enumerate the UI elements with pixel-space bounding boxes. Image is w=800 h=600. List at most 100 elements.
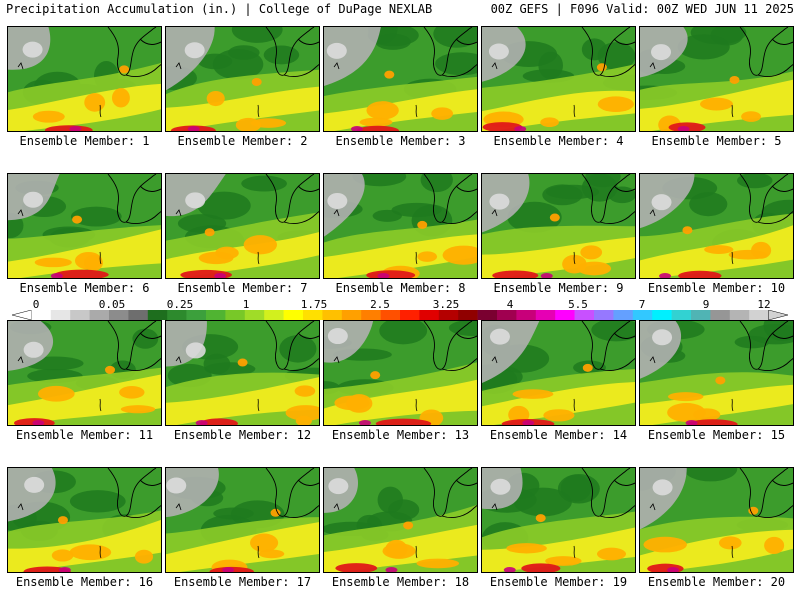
precip-field-orange [442, 245, 477, 265]
map-boundary-lines [17, 209, 102, 265]
ensemble-panel-4: Ensemble Member: 4 [481, 26, 636, 148]
precip-field-orange [69, 544, 112, 561]
great-lakes-outline [581, 174, 635, 225]
precip-map-graphic [8, 321, 161, 425]
colorbar-swatch [322, 310, 343, 320]
colorbar-swatch [632, 310, 653, 320]
precip-map-graphic [482, 174, 635, 278]
precip-field-orange [359, 117, 393, 127]
precip-field-magenta [540, 273, 553, 278]
precip-field-spot [251, 77, 262, 86]
model-run-info: 00Z GEFS | F096 Valid: 00Z WED JUN 11 20… [490, 2, 794, 16]
colorbar-swatch [555, 310, 575, 320]
precip-field-dark-green [560, 474, 592, 502]
ensemble-panel-15: Ensemble Member: 15 [639, 320, 794, 442]
precip-field-spot [57, 516, 68, 525]
precip-field-orange [235, 117, 262, 131]
great-lakes-outline [107, 321, 161, 372]
colorbar-swatch [361, 310, 381, 320]
ensemble-member-label: Ensemble Member: 20 [647, 575, 786, 589]
map-boundary-lines [175, 503, 260, 559]
precip-field-light-grey [22, 41, 43, 58]
precip-field-yellow [482, 527, 635, 572]
ensemble-panel-1: Ensemble Member: 1 [7, 26, 162, 148]
precip-field-dark-green [420, 174, 453, 193]
precip-field-magenta [385, 567, 398, 572]
precip-map-graphic [166, 468, 319, 572]
precip-field-orange [741, 111, 761, 122]
precip-field-light-grey [185, 342, 206, 359]
precip-field-orange [294, 385, 316, 397]
precip-field-grey [8, 468, 56, 522]
precip-field-light-grey [490, 478, 511, 495]
precip-field-dark-green [591, 321, 635, 342]
colorbar-tick-label: 5.5 [568, 298, 588, 311]
ensemble-member-label: Ensemble Member: 13 [331, 428, 470, 442]
precip-field-orange [51, 549, 74, 562]
map-boundary-lines [491, 503, 576, 559]
colorbar-tick-label: 0.25 [166, 298, 194, 311]
colorbar-swatch [613, 310, 634, 320]
precip-map [639, 26, 794, 132]
ensemble-member-label: Ensemble Member: 9 [493, 281, 624, 295]
ensemble-member-label: Ensemble Member: 18 [331, 575, 470, 589]
colorbar-tick-label: 12 [757, 298, 771, 311]
precip-field-spot [384, 70, 395, 79]
ensemble-member-label: Ensemble Member: 1 [19, 134, 150, 148]
map-boundary-lines [649, 209, 734, 265]
precip-field-spot [72, 215, 83, 224]
precip-field-spot [105, 365, 116, 374]
precip-field-orange [250, 533, 279, 553]
colorbar-swatch [574, 310, 595, 320]
precip-field-spot [549, 213, 560, 222]
ensemble-panel-8: Ensemble Member: 8 [323, 173, 478, 295]
precip-field-dark-green [203, 353, 231, 375]
ensemble-member-label: Ensemble Member: 19 [489, 575, 628, 589]
precip-field-orange [120, 405, 156, 414]
precip-field-dark-green [545, 184, 600, 200]
precip-field-dark-green [69, 490, 126, 513]
precip-field-orange [84, 93, 106, 112]
precip-field-magenta [503, 567, 516, 572]
precip-map-graphic [166, 321, 319, 425]
precip-field-red [375, 418, 432, 425]
precip-map-graphic [640, 174, 793, 278]
colorbar-tick-label: 3.25 [432, 298, 460, 311]
precip-field-orange [416, 558, 460, 569]
precip-field-orange [545, 556, 582, 566]
precip-field-yellow [324, 234, 477, 278]
precip-map [7, 467, 162, 573]
colorbar-tick-label: 1 [242, 298, 250, 311]
ensemble-panel-17: Ensemble Member: 17 [165, 467, 320, 589]
precip-field-magenta [350, 126, 363, 131]
precip-map [323, 467, 478, 573]
precip-map [639, 467, 794, 573]
ensemble-panel-10: Ensemble Member: 10 [639, 173, 794, 295]
precip-field-dark-green [507, 201, 562, 233]
precip-field-red [199, 418, 238, 425]
precip-field-orange [382, 543, 416, 559]
map-boundary-lines [649, 62, 734, 118]
colorbar-tick-label: 0.05 [98, 298, 126, 311]
precip-field-light-grey [328, 478, 349, 495]
colorbar-swatch [691, 310, 711, 320]
precip-field-dark-green [352, 174, 407, 187]
precip-field-yellow [640, 529, 793, 572]
ensemble-member-label: Ensemble Member: 4 [493, 134, 624, 148]
ensemble-member-label: Ensemble Member: 17 [173, 575, 312, 589]
great-lakes-outline [265, 27, 319, 78]
precip-field-magenta [187, 126, 200, 131]
precip-field-orange [596, 547, 627, 561]
precip-field-light-grey [651, 44, 672, 61]
ensemble-panel-18: Ensemble Member: 18 [323, 467, 478, 589]
precip-map-graphic [166, 27, 319, 131]
precip-field-orange [198, 251, 234, 265]
precip-field-orange [111, 88, 130, 108]
map-boundary-lines [333, 209, 418, 265]
precip-field-spot [582, 363, 593, 372]
colorbar-swatch [264, 310, 284, 320]
colorbar-arrow-right [768, 310, 788, 320]
colorbar-swatch [147, 310, 168, 320]
ensemble-panel-16: Ensemble Member: 16 [7, 467, 162, 589]
ensemble-member-label: Ensemble Member: 8 [335, 281, 466, 295]
